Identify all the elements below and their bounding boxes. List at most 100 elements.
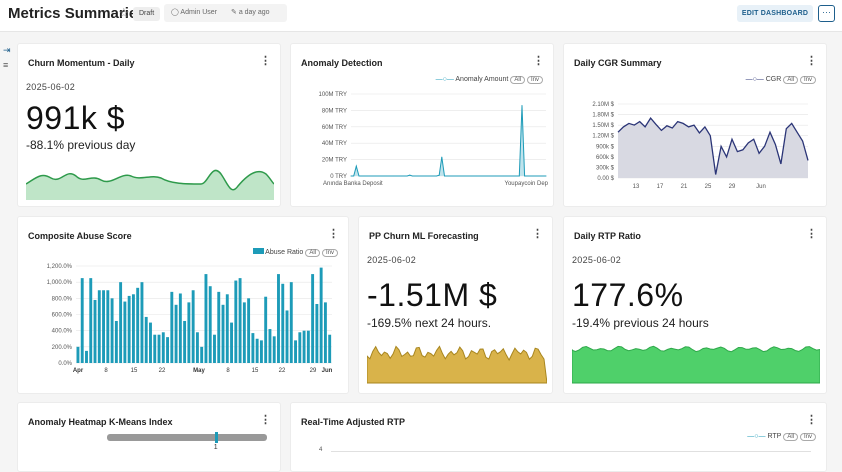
card-menu-icon[interactable]: ⋮	[328, 228, 339, 240]
card-menu-icon[interactable]: ⋮	[806, 55, 817, 67]
card-composite-abuse: Composite Abuse Score ⋮ Abuse Ratio All In…	[17, 216, 349, 394]
favorite-star-icon[interactable]: ☆	[118, 5, 130, 20]
card-menu-icon[interactable]: ⋮	[806, 228, 817, 240]
bar	[144, 316, 148, 363]
expand-panel-icon[interactable]: ⇥	[3, 45, 11, 55]
y-tick-label: 1,000.0%	[47, 280, 73, 286]
data-point	[505, 175, 507, 177]
trendline-sparkline	[572, 345, 820, 384]
anomaly-line-chart: 0 TRY 20M TRY 40M TRY 60M TRY 80M TRY 100M TR…	[319, 92, 549, 187]
status-badge: Draft	[133, 7, 161, 21]
data-point	[518, 175, 520, 177]
bar	[80, 278, 84, 363]
bar	[242, 302, 246, 363]
y-tick-label: 80M TRY	[322, 108, 347, 114]
data-point	[398, 175, 400, 177]
bar	[238, 278, 242, 363]
data-point	[446, 175, 448, 177]
bar	[217, 291, 221, 363]
data-point	[353, 175, 355, 177]
bar	[277, 274, 280, 363]
y-tick-label: 2.10M $	[592, 102, 614, 108]
legend-invert-toggle[interactable]: Inv	[799, 76, 816, 84]
bar	[178, 293, 182, 363]
filter-icon[interactable]: ≡	[3, 60, 9, 70]
y-tick-label: 1.80M $	[592, 113, 614, 119]
card-menu-icon[interactable]: ⋮	[260, 55, 271, 67]
data-point	[497, 175, 499, 177]
data-point	[443, 175, 445, 177]
bar	[200, 346, 204, 363]
bar	[281, 283, 285, 363]
legend-invert-toggle[interactable]: Inv	[799, 433, 816, 441]
card-date: 2025-06-02	[572, 255, 622, 265]
legend-label[interactable]: RTP	[767, 433, 782, 440]
edit-dashboard-button[interactable]: EDIT DASHBOARD	[737, 5, 813, 22]
data-point	[377, 175, 379, 177]
bar	[157, 334, 161, 363]
legend-all-toggle[interactable]: All	[783, 433, 798, 441]
bar	[294, 340, 298, 363]
data-point	[393, 175, 395, 177]
bar	[323, 302, 327, 363]
data-point	[542, 175, 544, 177]
data-point	[422, 175, 424, 177]
bar	[289, 282, 293, 363]
data-point	[526, 175, 528, 177]
chart-legend: —○— RTP All Inv	[747, 433, 816, 441]
data-point	[419, 175, 421, 177]
legend-label[interactable]: Abuse Ratio	[265, 249, 304, 256]
card-title: Churn Momentum - Daily	[28, 58, 135, 68]
card-title: Daily CGR Summary	[574, 58, 662, 68]
card-menu-icon[interactable]: ⋮	[533, 55, 544, 67]
data-point	[382, 175, 384, 177]
owner-name[interactable]: ◯ Admin User	[171, 9, 217, 16]
index-slider[interactable]	[107, 432, 267, 443]
x-tick-label: 15	[131, 368, 138, 374]
bar	[311, 274, 315, 363]
bar	[136, 287, 140, 363]
legend-all-toggle[interactable]: All	[305, 249, 320, 257]
legend-label[interactable]: Anomaly Amount	[455, 76, 509, 83]
data-point	[470, 175, 472, 177]
series-area	[351, 105, 546, 176]
data-point	[409, 174, 411, 176]
legend-swatch-icon	[252, 248, 264, 254]
card-date: 2025-06-02	[26, 82, 76, 92]
legend-invert-toggle[interactable]: Inv	[321, 249, 338, 257]
card-daily-rtp: Daily RTP Ratio ⋮ 2025-06-02 177.6% -19.…	[563, 216, 827, 394]
y-tick-label: 600k $	[596, 155, 615, 161]
bar	[131, 294, 135, 363]
series-line	[617, 117, 809, 175]
card-title: Real-Time Adjusted RTP	[301, 417, 406, 427]
card-menu-icon[interactable]: ⋮	[806, 414, 817, 426]
x-tick-label: 22	[159, 368, 166, 374]
legend-all-toggle[interactable]: All	[510, 76, 525, 84]
data-point	[502, 175, 504, 177]
slider-handle[interactable]	[214, 432, 218, 443]
data-point	[516, 175, 518, 177]
big-number: 991k $	[26, 100, 126, 136]
data-point	[435, 175, 437, 177]
bar	[170, 291, 174, 363]
bar	[221, 304, 225, 363]
legend-invert-toggle[interactable]: Inv	[526, 76, 543, 84]
legend-all-toggle[interactable]: All	[783, 76, 798, 84]
data-point	[462, 175, 464, 177]
bar	[102, 290, 106, 363]
card-anomaly-heatmap: Anomaly Heatmap K-Means Index ⋮ 1	[17, 402, 281, 472]
legend-label[interactable]: CGR	[765, 76, 782, 83]
card-menu-icon[interactable]: ⋮	[532, 228, 543, 240]
data-point	[366, 175, 368, 177]
bar	[110, 298, 114, 363]
card-title: Anomaly Detection	[301, 58, 383, 68]
data-point	[411, 175, 413, 177]
card-title: Anomaly Heatmap K-Means Index	[28, 417, 173, 427]
bar	[255, 338, 259, 363]
y-tick-label: 400.0%	[52, 329, 73, 335]
data-point	[363, 175, 365, 177]
bar	[234, 280, 238, 363]
bar	[119, 282, 123, 363]
card-menu-icon[interactable]: ⋮	[260, 414, 271, 426]
more-options-button[interactable]: ···	[818, 5, 835, 22]
